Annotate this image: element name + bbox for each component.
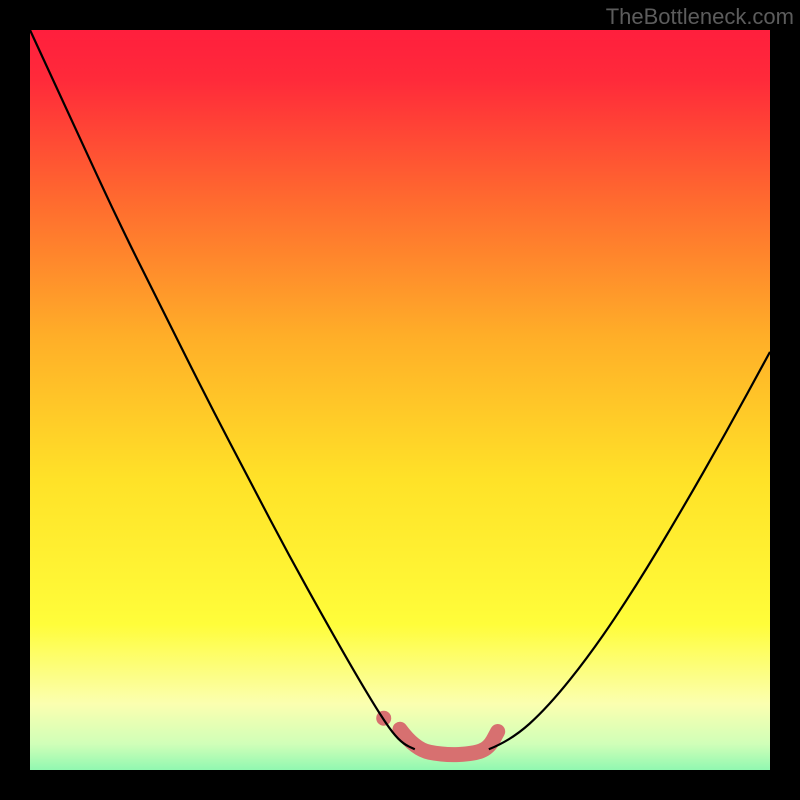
bottom-flat-segment	[400, 729, 498, 754]
left-curve	[30, 30, 415, 749]
curve-overlay	[0, 0, 800, 800]
chart-stage: TheBottleneck.com	[0, 0, 800, 800]
watermark-text: TheBottleneck.com	[606, 4, 794, 30]
right-curve	[489, 352, 770, 749]
